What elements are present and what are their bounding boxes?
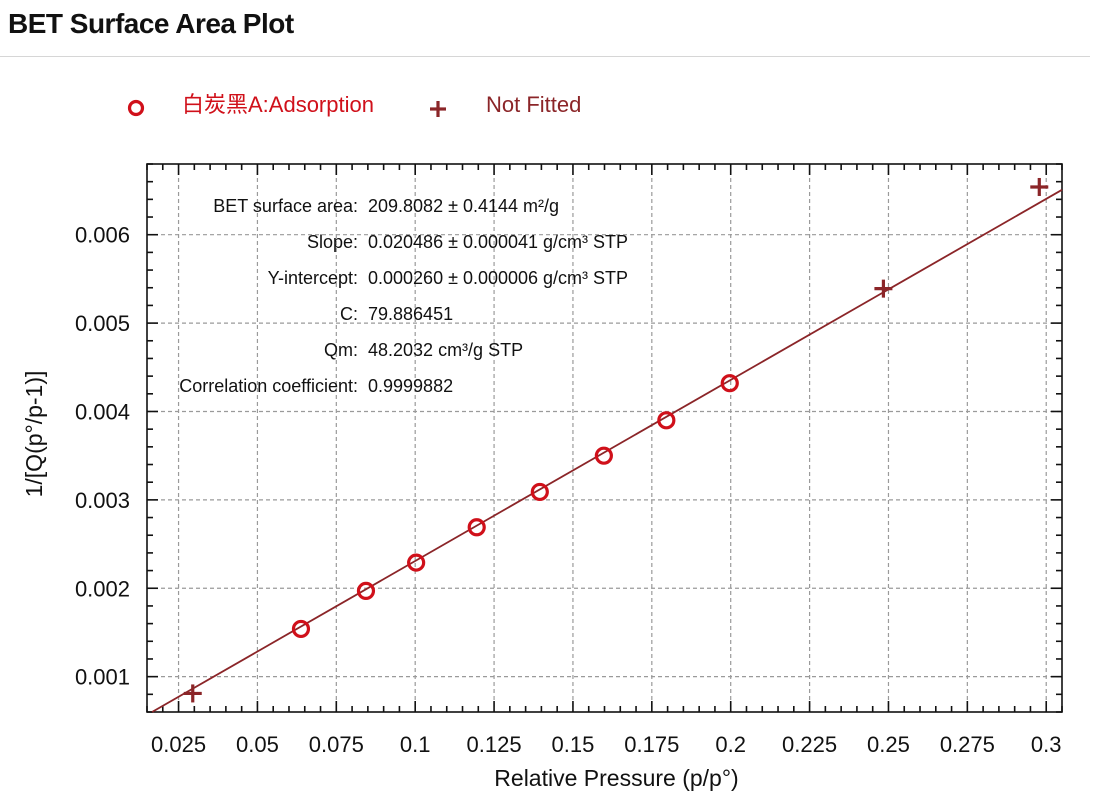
grid [147, 164, 1062, 712]
annotations: BET surface area: 209.8082 ± 0.4144 m²/g S… [179, 196, 628, 396]
x-tick-label: 0.25 [867, 732, 910, 757]
annotation-label: Correlation coefficient: [179, 376, 358, 396]
y-axis-title: 1/[Q(p°/p-1)] [21, 371, 47, 498]
x-axis-title: Relative Pressure (p/p°) [494, 765, 738, 791]
page-title: BET Surface Area Plot [8, 8, 294, 39]
adsorption-point [467, 518, 486, 537]
adsorption-point [720, 374, 739, 393]
legend-not-fitted-label: Not Fitted [486, 92, 581, 117]
adsorption-point [657, 411, 676, 430]
annotation-label: Slope: [307, 232, 358, 252]
legend: 白炭黑A:Adsorption Not Fitted [127, 92, 581, 117]
y-tick-label: 0.006 [75, 223, 130, 248]
x-tick-label: 0.2 [715, 732, 746, 757]
x-tick-label: 0.225 [782, 732, 837, 757]
data-points [183, 177, 1049, 703]
adsorption-point [291, 619, 311, 639]
legend-adsorption-label: 白炭黑A:Adsorption [182, 92, 374, 117]
x-tick-label: 0.025 [151, 732, 206, 757]
axis-ticks [146, 163, 1063, 713]
annotation-label: Qm: [324, 340, 358, 360]
adsorption-point [530, 482, 549, 502]
fit-line [151, 189, 1063, 713]
adsorption-point [356, 581, 376, 601]
annotation-value: 48.2032 cm³/g STP [368, 340, 523, 360]
y-tick-label: 0.005 [75, 311, 130, 336]
annotation-label: C: [340, 304, 358, 324]
annotation-value: 0.9999882 [368, 376, 453, 396]
annotation-label: Y-intercept: [268, 268, 358, 288]
legend-adsorption-marker [127, 99, 145, 117]
y-tick-label: 0.001 [75, 665, 130, 690]
x-tick-label: 0.05 [236, 732, 279, 757]
annotation-value: 79.886451 [368, 304, 453, 324]
title-divider [0, 56, 1090, 57]
x-tick-label: 0.125 [467, 732, 522, 757]
not-fitted-point [874, 279, 893, 298]
not-fitted-point [183, 684, 202, 703]
adsorption-point [407, 553, 426, 572]
x-tick-label: 0.1 [400, 732, 431, 757]
y-tick-label: 0.003 [75, 488, 130, 513]
x-tick-label: 0.075 [309, 732, 364, 757]
axis-labels: 0.025 0.05 0.075 0.1 0.125 0.15 0.175 0.2 0.225 0… [21, 223, 1062, 791]
legend-not-fitted-marker [430, 101, 446, 117]
annotation-value: 0.000260 ± 0.000006 g/cm³ STP [368, 268, 628, 288]
fit-line-group [151, 189, 1063, 713]
not-fitted-point [1030, 177, 1049, 196]
x-tick-label: 0.15 [552, 732, 595, 757]
x-tick-label: 0.175 [624, 732, 679, 757]
x-tick-label: 0.275 [940, 732, 995, 757]
adsorption-point [594, 446, 613, 465]
y-tick-label: 0.004 [75, 399, 130, 424]
x-tick-label: 0.3 [1031, 732, 1062, 757]
annotation-value: 209.8082 ± 0.4144 m²/g [368, 196, 559, 216]
annotation-label: BET surface area: [213, 196, 358, 216]
annotation-value: 0.020486 ± 0.000041 g/cm³ STP [368, 232, 628, 252]
y-tick-label: 0.002 [75, 576, 130, 601]
